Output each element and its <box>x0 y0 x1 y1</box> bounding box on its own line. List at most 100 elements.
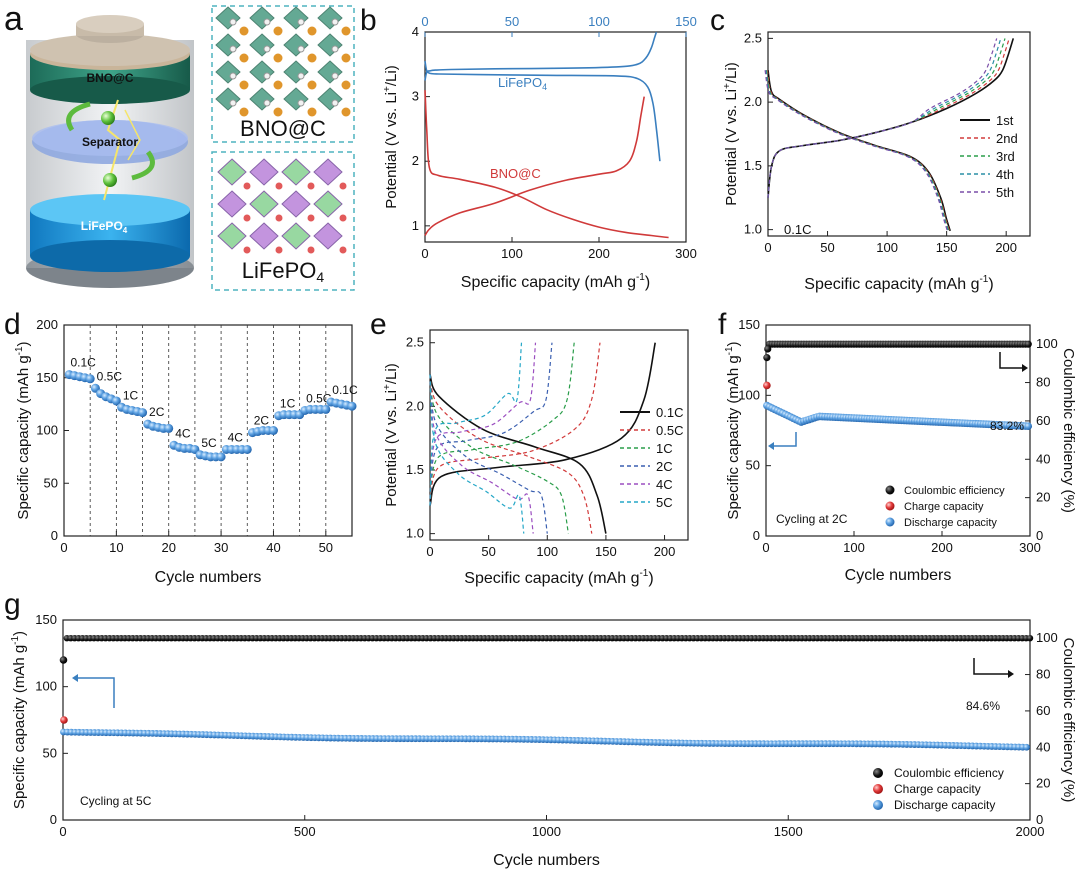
series-line <box>767 38 1002 198</box>
series-line <box>424 31 658 81</box>
ce-point <box>764 345 772 353</box>
y2-tick-label: 80 <box>1036 375 1050 390</box>
atom <box>273 53 283 63</box>
atom <box>331 99 339 107</box>
rate-label: 0.5C <box>97 369 123 383</box>
panel-c-chart: 0 50 100 150 200 1.0 1.5 2.0 2.5 1st 2nd 3rd 4th 5th 0… <box>722 30 1031 293</box>
panel-f-chart: 0 100 200 30005010015002040608010083.2%Cycl… <box>724 317 1077 584</box>
rate-annotation: Cycling at 2C <box>776 512 848 526</box>
atom <box>341 107 351 117</box>
series-label-lifepo4: LiFePO4 <box>498 75 547 92</box>
y2-tick-label: 40 <box>1036 739 1050 754</box>
atom <box>341 26 351 36</box>
legend-label: 5C <box>656 495 673 510</box>
y2-tick-label: 20 <box>1036 776 1050 791</box>
legend-label: Charge capacity <box>904 501 984 513</box>
top-x-tick-label: 0 <box>421 14 428 29</box>
atom <box>339 182 347 190</box>
y-tick-label: 1.5 <box>744 158 762 173</box>
polyhedron <box>217 222 247 250</box>
legend-marker <box>873 784 883 794</box>
y2-tick-label: 100 <box>1036 336 1058 351</box>
data-point <box>164 423 174 433</box>
x-axis-label: Cycle numbers <box>845 567 952 584</box>
y-tick-label: 2.5 <box>744 30 762 45</box>
y-axis-label: Potential (V vs. Li+/Li) <box>382 65 400 208</box>
atom <box>243 214 251 222</box>
plot-frame <box>765 324 1031 537</box>
x-tick-label: 50 <box>481 544 495 559</box>
cathode-label: BNO@C <box>86 71 133 85</box>
data-point <box>111 396 121 406</box>
panel-letter-f: f <box>718 308 727 341</box>
legend-label: 2C <box>656 459 673 474</box>
x-axis-label: Specific capacity (mAh g-1) <box>804 274 993 293</box>
polyhedron <box>217 158 247 186</box>
x-tick-label: 0 <box>762 540 769 555</box>
atom <box>331 45 339 53</box>
axis-arrow <box>999 352 1022 369</box>
rate-label: 4C <box>175 426 191 440</box>
atom <box>339 246 347 254</box>
series-line <box>765 70 949 232</box>
polyhedron <box>313 158 343 186</box>
x-tick-label: 200 <box>995 240 1017 255</box>
x-tick-label: 50 <box>319 540 333 555</box>
atom <box>297 72 305 80</box>
y-tick-label: 1 <box>412 218 419 233</box>
y-tick-label: 0 <box>753 528 760 543</box>
atom <box>239 26 249 36</box>
panel-letter-c: c <box>710 4 725 37</box>
series-line <box>429 374 548 534</box>
y2-tick-label: 60 <box>1036 703 1050 718</box>
x-tick-label: 100 <box>536 544 558 559</box>
atom <box>239 80 249 90</box>
y-tick-label: 200 <box>36 317 58 332</box>
atom <box>263 72 271 80</box>
y2-tick-label: 80 <box>1036 667 1050 682</box>
atom <box>307 107 317 117</box>
ce-point <box>1026 634 1034 642</box>
atom <box>341 53 351 63</box>
x-tick-label: 20 <box>161 540 175 555</box>
series-line <box>766 70 950 232</box>
legend-label: 5th <box>996 185 1014 200</box>
x-tick-label: 0 <box>764 240 771 255</box>
top-x-tick-label: 100 <box>588 14 610 29</box>
panel-letter-b: b <box>360 4 377 37</box>
atom <box>339 214 347 222</box>
y-tick-label: 1.0 <box>406 526 424 541</box>
x-tick-label: 2000 <box>1016 824 1045 839</box>
polyhedron <box>217 190 247 218</box>
legend-label: 4C <box>656 477 673 492</box>
legend-label: Discharge capacity <box>894 798 995 812</box>
atom <box>229 45 237 53</box>
data-point <box>216 452 226 462</box>
legend-marker <box>885 517 895 527</box>
x-tick-label: 50 <box>820 240 834 255</box>
legend-label: 2nd <box>996 131 1018 146</box>
atom <box>275 246 283 254</box>
y2-axis-label: Coulombic efficiency (%) <box>1060 348 1077 513</box>
x-axis-label: Specific capacity (mAh g-1) <box>464 568 653 587</box>
y2-tick-label: 60 <box>1036 413 1050 428</box>
legend-label: Discharge capacity <box>904 517 997 529</box>
atom <box>229 72 237 80</box>
atom <box>331 72 339 80</box>
atom <box>297 18 305 26</box>
y2-tick-label: 20 <box>1036 490 1050 505</box>
series-line <box>429 374 534 534</box>
x-tick-label: 300 <box>1019 540 1041 555</box>
x-tick-label: 1500 <box>774 824 803 839</box>
y-tick-label: 2.0 <box>406 398 424 413</box>
atom <box>275 214 283 222</box>
y-tick-label: 50 <box>746 458 760 473</box>
x-tick-label: 1000 <box>532 824 561 839</box>
data-point <box>138 408 148 418</box>
atom <box>243 246 251 254</box>
discharge-point <box>1024 422 1033 430</box>
legend-label: Coulombic efficiency <box>904 485 1005 497</box>
x-axis-label: Cycle numbers <box>493 852 600 869</box>
x-tick-label: 150 <box>936 240 958 255</box>
series-line <box>767 70 951 232</box>
